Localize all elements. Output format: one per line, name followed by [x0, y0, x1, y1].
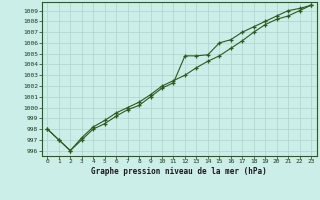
X-axis label: Graphe pression niveau de la mer (hPa): Graphe pression niveau de la mer (hPa)	[91, 167, 267, 176]
